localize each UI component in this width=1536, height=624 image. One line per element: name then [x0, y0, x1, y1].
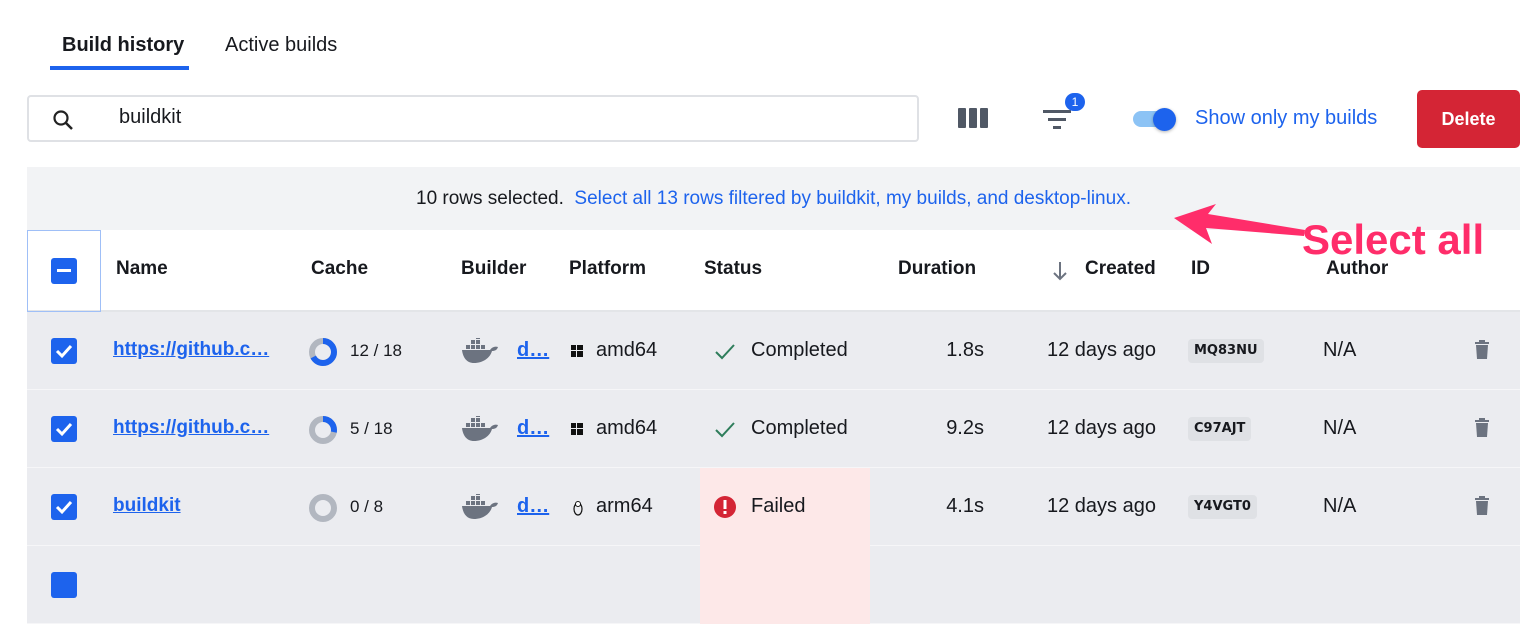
filter-icon[interactable] [1043, 108, 1071, 130]
windows-icon [571, 344, 583, 362]
cache-count: 12 / 18 [350, 341, 402, 360]
row-checkbox[interactable] [51, 338, 77, 364]
build-name-link[interactable]: https://github.c… [113, 417, 270, 438]
cache-ring-icon [309, 338, 337, 366]
builder-link[interactable]: d… [517, 417, 550, 439]
status: Failed [751, 495, 806, 517]
filter-count-badge: 1 [1065, 93, 1085, 111]
col-author[interactable]: Author [1326, 258, 1389, 279]
my-builds-toggle-knob[interactable] [1153, 108, 1176, 131]
error-icon [713, 495, 737, 524]
duration: 9.2s [946, 417, 984, 439]
my-builds-label[interactable]: Show only my builds [1195, 107, 1378, 129]
trash-icon[interactable] [1475, 496, 1489, 516]
selected-count-text: 10 rows selected. [416, 188, 564, 209]
select-all-link[interactable]: Select all 13 rows filtered by buildkit,… [574, 188, 1131, 209]
docker-icon [461, 335, 499, 369]
builder-link[interactable]: d… [517, 339, 550, 361]
build-name-link[interactable]: https://github.c… [113, 339, 270, 360]
search-input[interactable] [119, 106, 819, 129]
select-all-cell [27, 230, 101, 312]
table-row[interactable]: https://github.c… 12 / 18 d… amd64 Completed… [27, 312, 1520, 390]
created: 12 days ago [1047, 339, 1156, 361]
author: N/A [1323, 495, 1357, 517]
selection-banner: 10 rows selected. Select all 13 rows fil… [27, 167, 1520, 230]
table-row[interactable] [27, 546, 1520, 624]
tab-build-history[interactable]: Build history [62, 34, 185, 56]
build-name-link[interactable]: buildkit [113, 495, 181, 516]
created: 12 days ago [1047, 495, 1156, 517]
build-id: Y4VGT0 [1188, 495, 1257, 519]
duration: 1.8s [946, 339, 984, 361]
cache-ring-icon [309, 494, 337, 522]
docker-icon [461, 491, 499, 525]
col-cache[interactable]: Cache [311, 258, 369, 279]
status: Completed [751, 417, 848, 439]
failed-status-bg [700, 546, 870, 624]
check-icon [713, 417, 737, 446]
annotation-arrow [1174, 204, 1305, 244]
search-box[interactable] [27, 95, 919, 142]
select-all-checkbox[interactable] [51, 258, 77, 284]
created: 12 days ago [1047, 417, 1156, 439]
active-tab-indicator [50, 66, 189, 70]
col-created[interactable]: Created [1085, 258, 1156, 279]
cache-count: 0 / 8 [350, 497, 384, 516]
col-builder[interactable]: Builder [461, 258, 527, 279]
duration: 4.1s [946, 495, 984, 517]
col-duration[interactable]: Duration [898, 258, 977, 279]
col-platform[interactable]: Platform [569, 258, 647, 279]
row-checkbox[interactable] [51, 494, 77, 520]
delete-button[interactable]: Delete [1417, 90, 1520, 148]
tab-active-builds[interactable]: Active builds [225, 34, 338, 56]
row-checkbox[interactable] [51, 416, 77, 442]
docker-icon [461, 413, 499, 447]
windows-icon [571, 422, 583, 440]
linux-icon [571, 500, 585, 521]
sort-descending-icon[interactable] [1051, 260, 1069, 282]
table-row[interactable]: https://github.c… 5 / 18 d… amd64 Completed 9… [27, 390, 1520, 468]
status: Completed [751, 339, 848, 361]
cache-ring-icon [309, 416, 337, 444]
platform: arm64 [596, 495, 653, 517]
platform: amd64 [596, 339, 658, 361]
trash-icon[interactable] [1475, 418, 1489, 438]
row-checkbox[interactable] [51, 572, 77, 598]
col-status[interactable]: Status [704, 258, 763, 279]
author: N/A [1323, 417, 1357, 439]
annotation-select-all: Select all [1302, 216, 1485, 263]
build-id: MQ83NU [1188, 339, 1264, 363]
col-name[interactable]: Name [116, 258, 168, 279]
check-icon [713, 339, 737, 368]
builder-link[interactable]: d… [517, 495, 550, 517]
cache-count: 5 / 18 [350, 419, 393, 438]
table-row[interactable]: buildkit 0 / 8 d… arm64 Failed 4.1s 12 days ag… [27, 468, 1520, 546]
table-header: Name Cache Builder Platform Status Durat… [27, 230, 1520, 312]
build-id: C97AJT [1188, 417, 1252, 441]
columns-icon[interactable] [958, 107, 988, 129]
trash-icon[interactable] [1475, 340, 1489, 360]
author: N/A [1323, 339, 1357, 361]
platform: amd64 [596, 417, 658, 439]
search-icon [53, 110, 73, 130]
col-id[interactable]: ID [1191, 258, 1210, 279]
